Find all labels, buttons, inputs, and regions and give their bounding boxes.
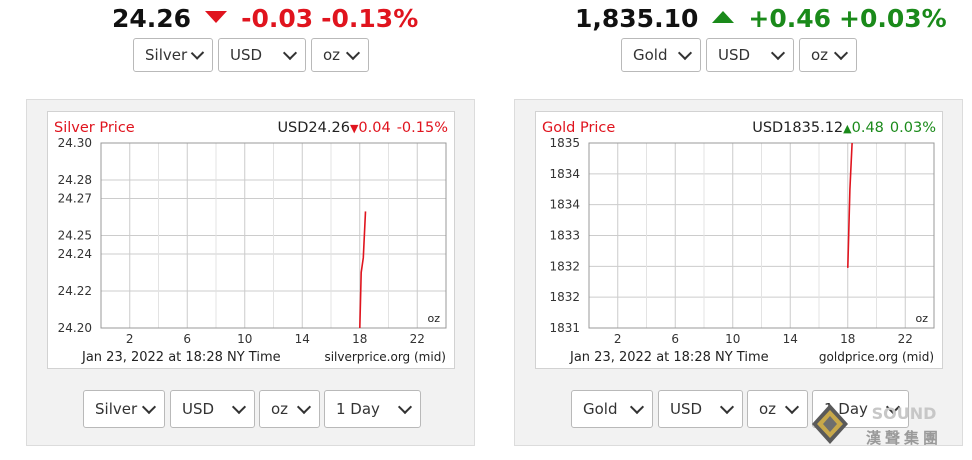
y-tick-label: 1833 [549, 229, 580, 243]
chevron-down-icon [397, 399, 413, 415]
chevron-down-icon [282, 45, 298, 61]
gold-chart-box: 1831 1832 1832 1833 1834 1834 1835 2 6 10 14 18 22 Go… [535, 111, 943, 369]
quote-price: USD1835.12 [752, 120, 843, 136]
chevron-down-icon [231, 399, 247, 415]
chevron-down-icon [719, 399, 735, 415]
y-tick-label: 1834 [549, 198, 580, 212]
diamond-logo-icon [812, 404, 848, 444]
silver-change-pct: -0.13% [321, 3, 419, 33]
x-tick-label: 14 [783, 332, 798, 346]
quote-change: 0.04 [358, 120, 390, 136]
logo-text: SOUND [872, 404, 937, 423]
x-tick-label: 18 [352, 332, 367, 346]
y-tick-label: 24.24 [58, 247, 92, 261]
x-tick-label: 2 [126, 332, 134, 346]
silver-bottom-metal-select[interactable]: Silver [83, 390, 165, 428]
sound-logo: SOUND 漢聲集團 [808, 398, 972, 456]
x-tick-label: 18 [840, 332, 855, 346]
chevron-down-icon [141, 399, 157, 415]
x-tick-label: 2 [614, 332, 622, 346]
chevron-down-icon [629, 399, 645, 415]
silver-bottom-range-select[interactable]: 1 Day [324, 390, 421, 428]
silver-bottom-currency-select[interactable]: USD [170, 390, 255, 428]
chevron-down-icon [345, 45, 361, 61]
quote-change: 0.48 [852, 120, 884, 136]
x-tick-label: 22 [898, 332, 913, 346]
silver-ticker: 24.26 -0.03 -0.13% [112, 2, 418, 34]
y-tick-label: 24.25 [58, 229, 92, 243]
chevron-down-icon [296, 399, 312, 415]
y-tick-label: 1832 [549, 259, 580, 273]
chevron-down-icon [770, 45, 786, 61]
silver-bottom-unit-select[interactable]: oz [259, 390, 320, 428]
silver-price: 24.26 [112, 3, 192, 33]
gold-bottom-metal-select[interactable]: Gold [571, 390, 653, 428]
chevron-down-icon [833, 45, 849, 61]
price-series-line [847, 142, 853, 268]
gold-bottom-unit-select[interactable]: oz [747, 390, 808, 428]
silver-top-unit-select[interactable]: oz [311, 38, 369, 72]
y-tick-label: 24.20 [58, 321, 92, 335]
source-label: silverprice.org (mid) [324, 350, 446, 364]
chart-quote: USD1835.12▲0.48 0.03% [752, 120, 936, 136]
x-tick-label: 6 [671, 332, 679, 346]
x-tick-label: 10 [237, 332, 252, 346]
logo-subtitle: 漢聲集團 [866, 429, 942, 447]
gold-ticker: 1,835.10 +0.46 +0.03% [575, 2, 947, 34]
up-arrow-icon: ▲ [843, 122, 852, 135]
source-label: goldprice.org (mid) [819, 350, 934, 364]
y-tick-label: 24.22 [58, 284, 92, 298]
y-tick-label: 1835 [549, 136, 580, 150]
silver-change: -0.03 [241, 3, 314, 33]
plot-border [100, 142, 447, 329]
unit-label: oz [915, 312, 928, 325]
chevron-down-icon [677, 45, 693, 61]
gold-change-pct: +0.03% [839, 3, 947, 33]
x-axis-label: Jan 23, 2022 at 18:28 NY Time [81, 350, 281, 365]
chart-title: Silver Price [54, 120, 135, 136]
gold-top-metal-select[interactable]: Gold [621, 38, 701, 72]
y-tick-label: 1831 [549, 321, 580, 335]
unit-label: oz [427, 312, 440, 325]
quote-change-pct: -0.15% [397, 120, 448, 136]
x-tick-label: 14 [295, 332, 310, 346]
x-tick-label: 6 [183, 332, 191, 346]
quote-price: USD24.26 [277, 120, 350, 136]
gold-top-unit-select[interactable]: oz [799, 38, 857, 72]
y-tick-label: 24.27 [58, 192, 92, 206]
chart-title: Gold Price [542, 120, 615, 136]
plot-border [588, 142, 935, 329]
y-tick-label: 24.30 [58, 136, 92, 150]
gold-change: +0.46 [748, 3, 832, 33]
silver-top-currency-select[interactable]: USD [218, 38, 306, 72]
up-arrow-icon [712, 11, 735, 23]
chart-quote: USD24.26▼0.04 -0.15% [277, 120, 448, 136]
x-tick-label: 22 [410, 332, 425, 346]
silver-chart-box: 24.20 24.22 24.24 24.25 24.27 24.28 24.30 2 6 10 1… [47, 111, 455, 369]
price-series-line [359, 211, 367, 329]
down-arrow-icon [205, 11, 228, 23]
y-tick-label: 1834 [549, 167, 580, 181]
silver-price-chart: 24.20 24.22 24.24 24.25 24.27 24.28 24.30 2 6 10 1… [54, 120, 448, 365]
y-tick-label: 24.28 [58, 173, 92, 187]
x-axis-label: Jan 23, 2022 at 18:28 NY Time [569, 350, 769, 365]
silver-chart-panel: 24.20 24.22 24.24 24.25 24.27 24.28 24.30 2 6 10 1… [26, 99, 475, 446]
gold-top-currency-select[interactable]: USD [706, 38, 794, 72]
gold-price-chart: 1831 1832 1832 1833 1834 1834 1835 2 6 10 14 18 22 Go… [542, 120, 936, 365]
down-arrow-icon: ▼ [350, 122, 359, 135]
gold-bottom-currency-select[interactable]: USD [658, 390, 743, 428]
x-tick-label: 10 [725, 332, 740, 346]
chevron-down-icon [190, 46, 205, 60]
chevron-down-icon [784, 399, 800, 415]
silver-top-metal-select[interactable]: Silver [133, 38, 213, 72]
gold-chart-panel: 1831 1832 1832 1833 1834 1834 1835 2 6 10 14 18 22 Go… [514, 99, 963, 446]
y-tick-label: 1832 [549, 290, 580, 304]
quote-change-pct: 0.03% [890, 120, 936, 136]
gold-price: 1,835.10 [575, 3, 699, 33]
